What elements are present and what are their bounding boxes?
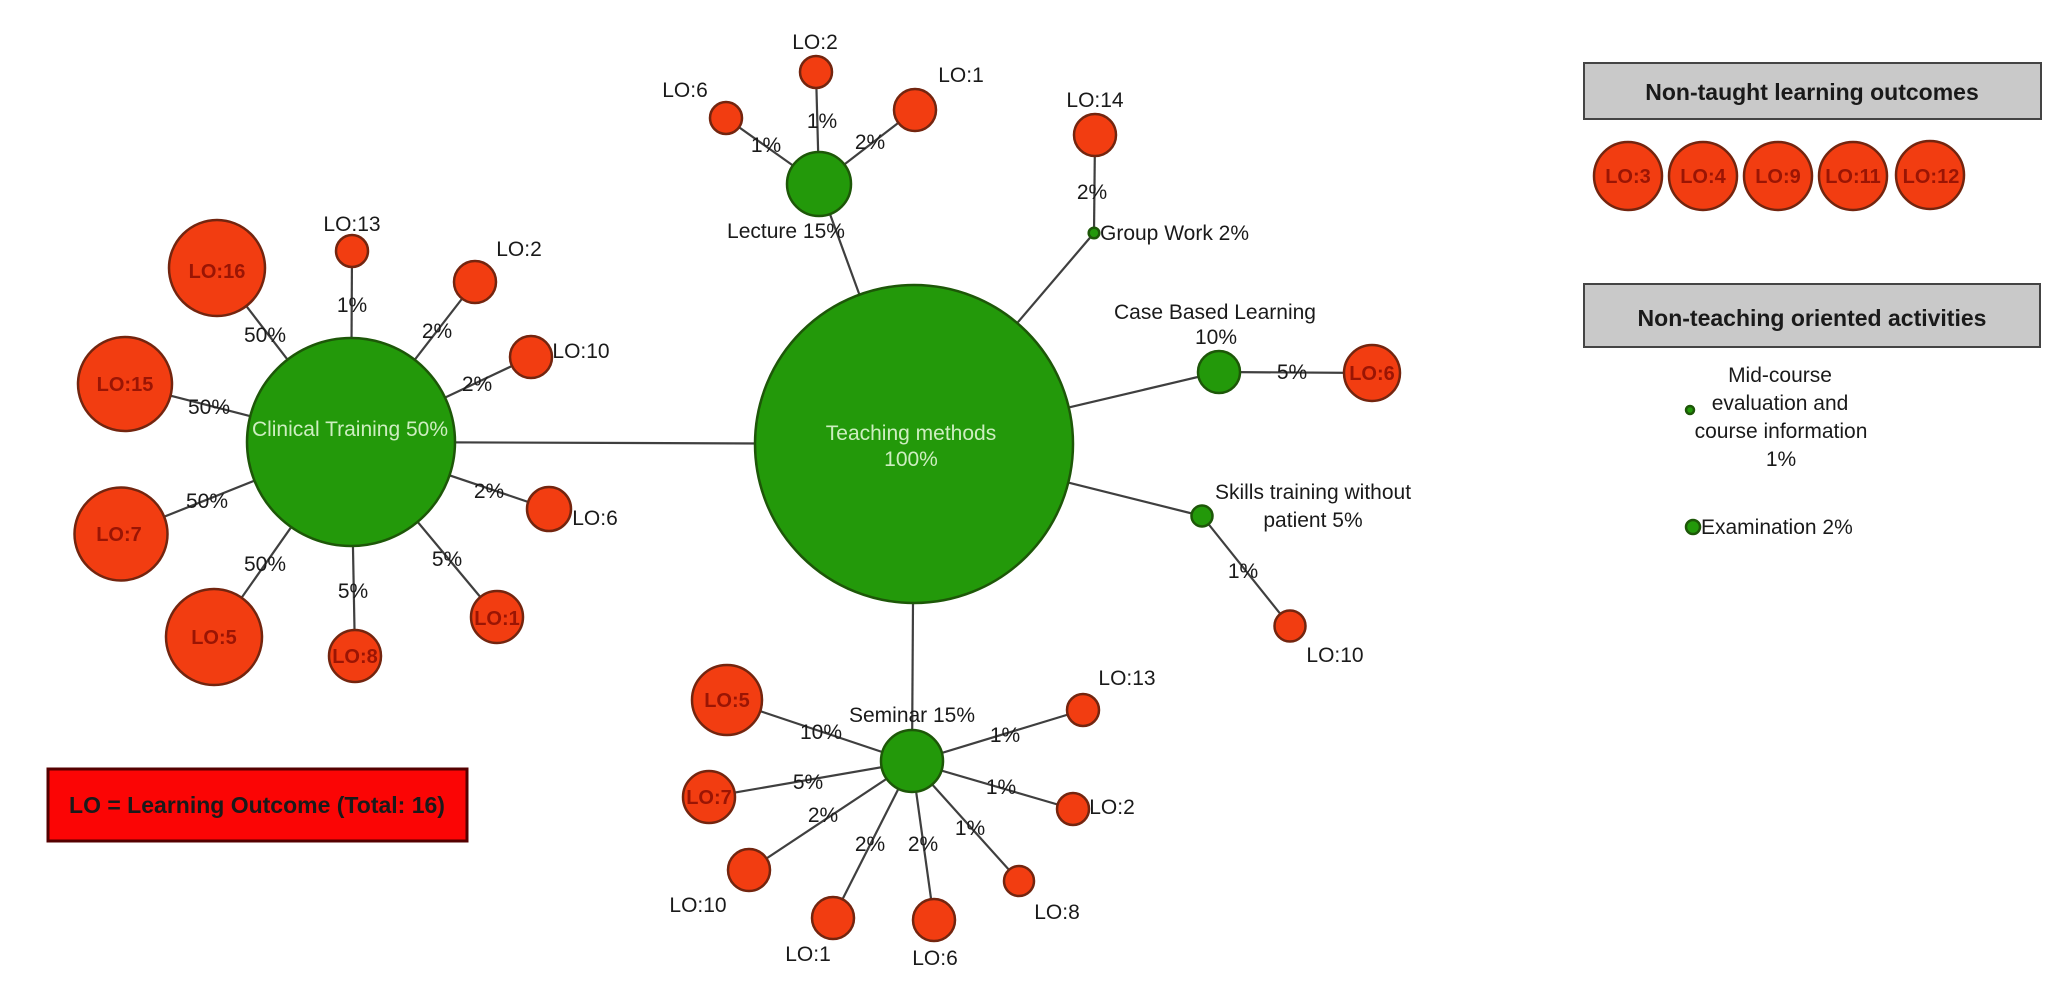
- svg-text:patient 5%: patient 5%: [1263, 509, 1362, 532]
- svg-text:2%: 2%: [855, 833, 885, 856]
- svg-text:1%: 1%: [337, 294, 367, 317]
- svg-text:LO:8: LO:8: [332, 646, 378, 668]
- svg-text:LO:6: LO:6: [912, 947, 958, 970]
- svg-text:LO:11: LO:11: [1825, 166, 1881, 188]
- svg-text:Teaching methods: Teaching methods: [826, 422, 996, 445]
- svg-text:LO = Learning Outcome (Total:: LO = Learning Outcome (Total: 16): [69, 792, 445, 818]
- svg-text:LO:10: LO:10: [552, 340, 609, 363]
- svg-text:LO:13: LO:13: [1098, 667, 1155, 690]
- svg-text:evaluation and: evaluation and: [1712, 392, 1849, 415]
- svg-text:LO:6: LO:6: [662, 79, 708, 102]
- svg-text:LO:10: LO:10: [669, 894, 726, 917]
- svg-text:LO:1: LO:1: [938, 64, 984, 87]
- svg-text:Non-taught learning outcomes: Non-taught learning outcomes: [1645, 79, 1979, 105]
- svg-text:10%: 10%: [1195, 326, 1237, 349]
- svg-text:LO:6: LO:6: [572, 507, 618, 530]
- svg-text:LO:15: LO:15: [97, 374, 154, 396]
- svg-text:Clinical Training 50%: Clinical Training 50%: [252, 418, 448, 441]
- svg-text:1%: 1%: [990, 724, 1020, 747]
- svg-text:5%: 5%: [432, 548, 462, 571]
- svg-text:5%: 5%: [1277, 361, 1307, 384]
- svg-text:Mid-course: Mid-course: [1728, 364, 1832, 387]
- svg-text:LO:2: LO:2: [1089, 796, 1135, 819]
- svg-text:LO:10: LO:10: [1306, 644, 1363, 667]
- svg-text:2%: 2%: [1077, 181, 1107, 204]
- svg-text:Non-teaching oriented activiti: Non-teaching oriented activities: [1638, 305, 1987, 331]
- svg-text:1%: 1%: [807, 110, 837, 133]
- svg-text:LO:5: LO:5: [704, 690, 750, 712]
- svg-text:LO:13: LO:13: [323, 213, 380, 236]
- svg-text:LO:1: LO:1: [474, 608, 520, 630]
- svg-text:100%: 100%: [884, 448, 938, 471]
- svg-text:5%: 5%: [793, 771, 823, 794]
- svg-text:LO:14: LO:14: [1066, 89, 1124, 112]
- svg-text:5%: 5%: [338, 580, 368, 603]
- svg-text:1%: 1%: [1766, 448, 1796, 471]
- svg-text:LO:1: LO:1: [785, 943, 831, 966]
- svg-text:LO:2: LO:2: [792, 31, 838, 54]
- svg-text:LO:3: LO:3: [1605, 166, 1651, 188]
- svg-text:2%: 2%: [462, 373, 492, 396]
- svg-text:50%: 50%: [186, 490, 228, 513]
- svg-text:1%: 1%: [1228, 560, 1258, 583]
- svg-text:1%: 1%: [955, 817, 985, 840]
- svg-text:LO:5: LO:5: [191, 627, 237, 649]
- svg-text:50%: 50%: [244, 324, 286, 347]
- svg-text:1%: 1%: [986, 776, 1016, 799]
- svg-text:LO:12: LO:12: [1903, 166, 1960, 188]
- svg-text:2%: 2%: [808, 804, 838, 827]
- svg-text:LO:6: LO:6: [1349, 363, 1395, 385]
- svg-text:course information: course information: [1695, 420, 1868, 443]
- svg-text:Examination 2%: Examination 2%: [1701, 516, 1853, 539]
- svg-text:LO:2: LO:2: [496, 238, 542, 261]
- svg-text:Lecture 15%: Lecture 15%: [727, 220, 845, 243]
- svg-text:50%: 50%: [188, 396, 230, 419]
- svg-text:LO:9: LO:9: [1755, 166, 1801, 188]
- svg-text:LO:8: LO:8: [1034, 901, 1080, 924]
- svg-text:2%: 2%: [908, 833, 938, 856]
- svg-text:Case Based Learning: Case Based Learning: [1114, 301, 1316, 324]
- svg-text:2%: 2%: [855, 131, 885, 154]
- svg-text:LO:7: LO:7: [96, 524, 142, 546]
- svg-text:50%: 50%: [244, 553, 286, 576]
- svg-text:LO:16: LO:16: [189, 261, 246, 283]
- svg-text:2%: 2%: [474, 480, 504, 503]
- svg-text:2%: 2%: [422, 320, 452, 343]
- svg-text:LO:4: LO:4: [1680, 166, 1726, 188]
- svg-text:Skills training without: Skills training without: [1215, 481, 1411, 504]
- svg-text:10%: 10%: [800, 721, 842, 744]
- svg-text:Seminar 15%: Seminar 15%: [849, 704, 975, 727]
- svg-text:LO:7: LO:7: [686, 787, 732, 809]
- svg-text:Group Work 2%: Group Work 2%: [1100, 222, 1249, 245]
- svg-text:1%: 1%: [751, 134, 781, 157]
